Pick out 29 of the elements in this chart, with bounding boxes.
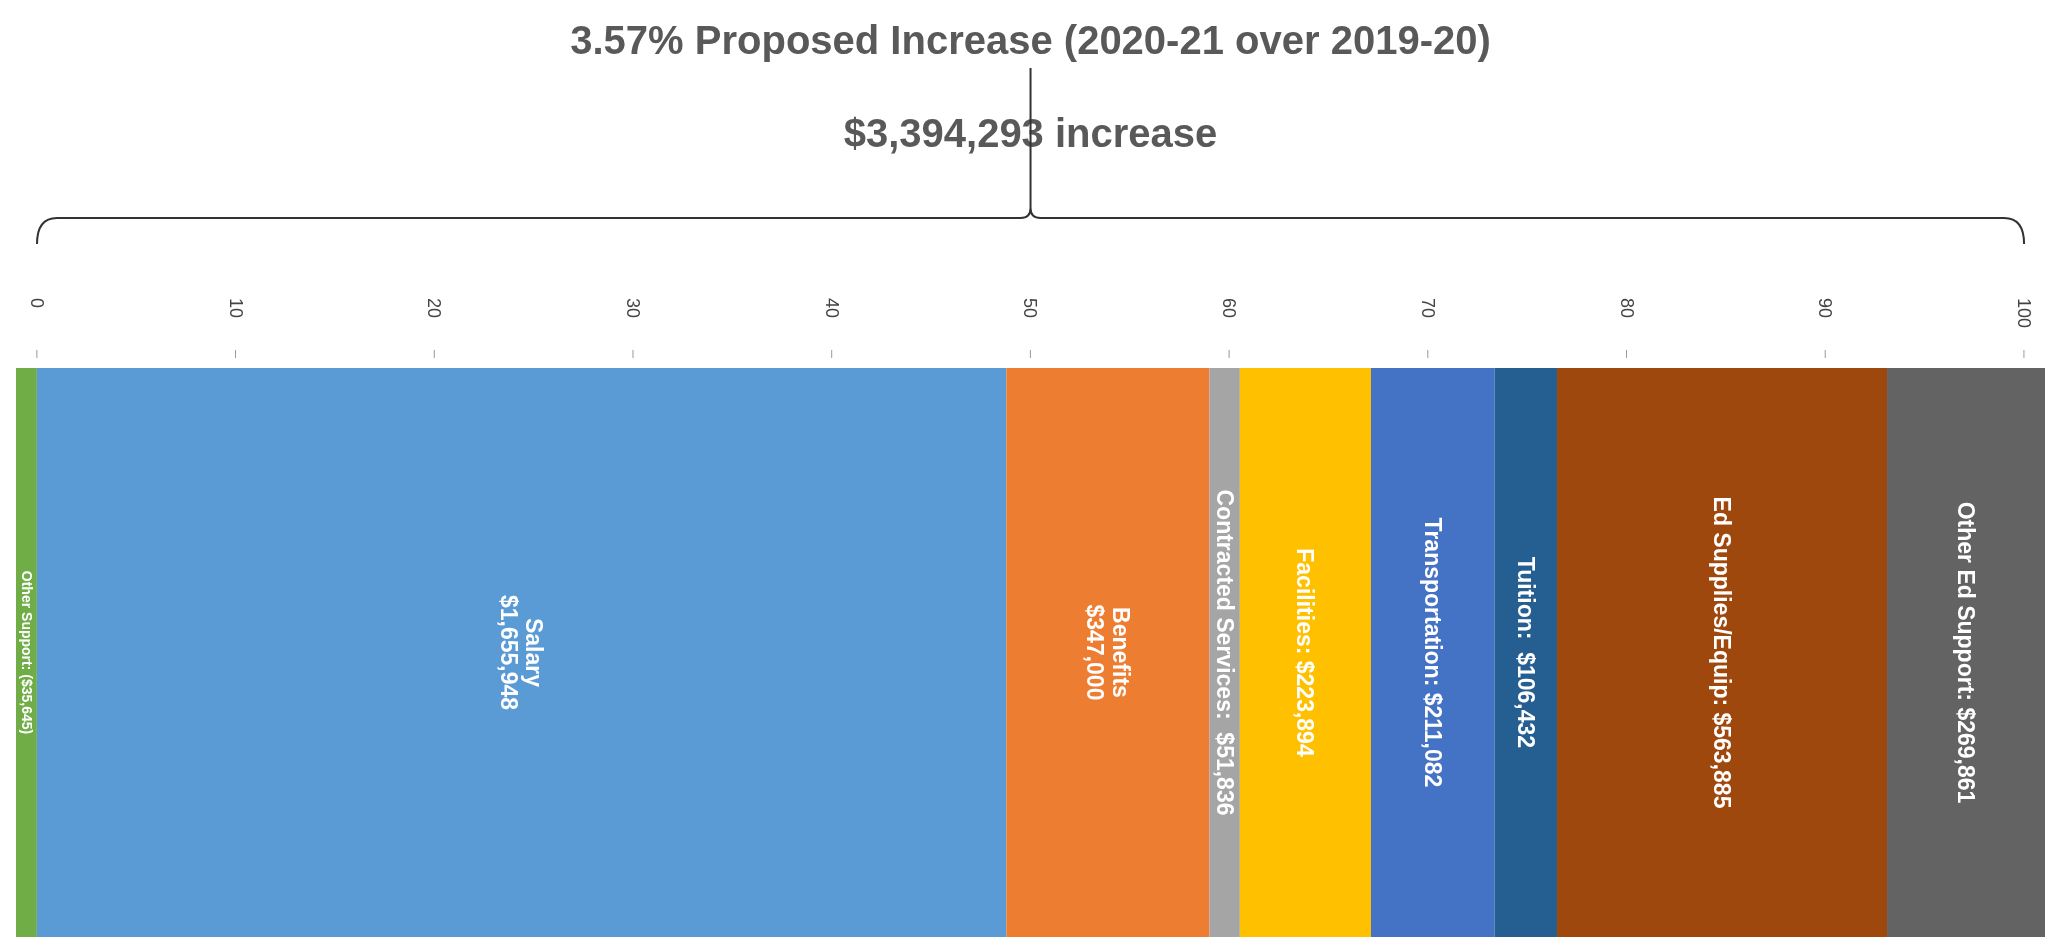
annotation: Facilities: $223,894 [1292, 548, 1319, 757]
x-tick-label: 90 [1815, 298, 1836, 319]
annotation: Salary $1,655,948 [495, 594, 548, 711]
bar [1006, 368, 1210, 937]
x-tick-label: 100 [2013, 298, 2034, 329]
annotation: Benefits $347,000 [1082, 604, 1134, 701]
bar [1239, 368, 1371, 937]
x-tick-label: 30 [622, 298, 643, 319]
bar [1494, 368, 1557, 937]
x-tick-label: 80 [1616, 298, 1637, 319]
bar [36, 368, 1007, 937]
annotation: Transportation: $211,082 [1419, 517, 1446, 788]
x-tick-label: 0 [26, 298, 47, 309]
x-tick-label: 40 [821, 298, 842, 319]
x-tick-label: 50 [1020, 298, 1041, 319]
annotation: Other Ed Support: $269,861 [1952, 501, 1979, 804]
x-tick-label: 60 [1219, 298, 1240, 319]
bar [1370, 368, 1495, 937]
chart-title: 3.57% Proposed Increase (2020-21 over 2019-20) [564, 18, 1497, 63]
annotation: Other Support: ($35,645) [18, 570, 35, 735]
x-tick-label: 70 [1417, 298, 1438, 319]
bar [16, 368, 37, 937]
x-tick-label: 10 [225, 298, 246, 319]
x-tick-label: 20 [424, 298, 445, 319]
bar [1556, 368, 1888, 937]
annotation: Ed Supplies/Equip: $563,885 [1708, 496, 1735, 809]
annotation: Tuition: $106,432 [1512, 556, 1539, 749]
bar [1887, 368, 2045, 937]
annotation: Contracted Services: $51,836 [1211, 489, 1238, 816]
